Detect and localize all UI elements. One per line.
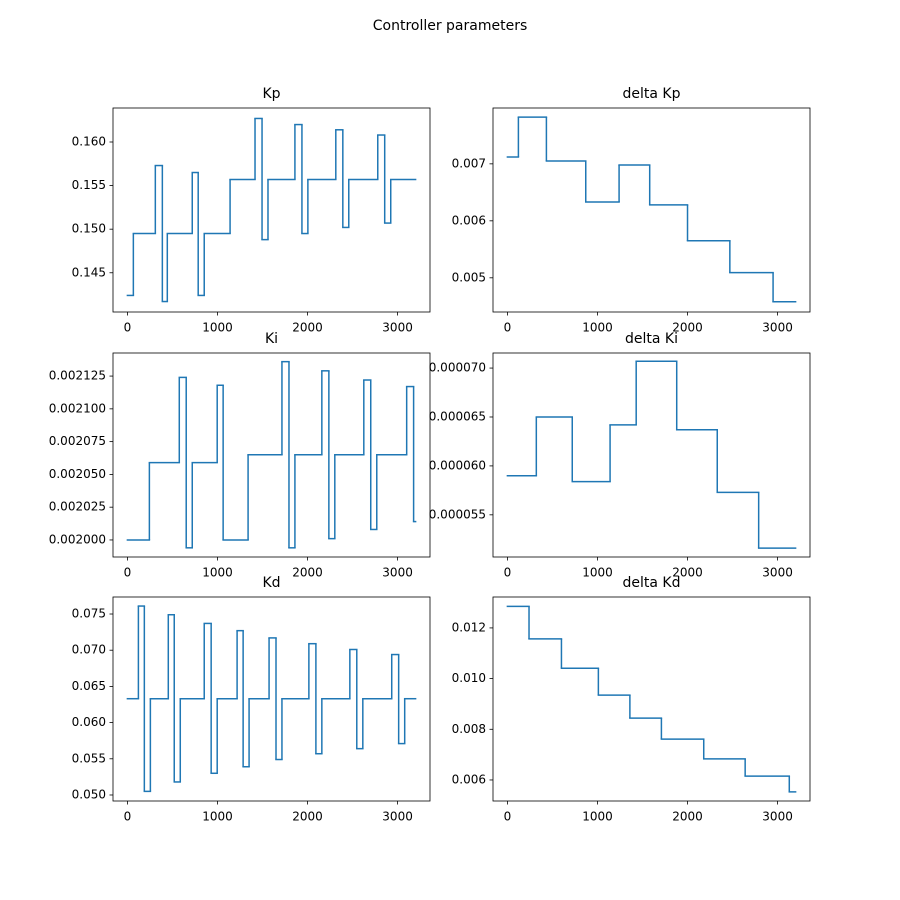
- x-tick-label: 3000: [382, 810, 413, 824]
- y-tick-label: 0.002025: [49, 500, 106, 514]
- y-tick-label: 0.000070: [429, 361, 486, 375]
- axes-frame: [492, 596, 811, 802]
- y-tick-label: 0.012: [452, 620, 486, 634]
- axes-frame: [112, 107, 431, 313]
- x-tick-label: 3000: [382, 566, 413, 580]
- y-tick-label: 0.007: [452, 156, 486, 170]
- y-tick-label: 0.155: [72, 178, 106, 192]
- y-tick-label: 0.000065: [429, 409, 486, 423]
- x-tick-label: 1000: [582, 810, 613, 824]
- axes-frame: [492, 352, 811, 558]
- x-tick-label: 1000: [202, 321, 233, 335]
- y-tick-label: 0.002000: [49, 532, 106, 546]
- y-tick-label: 0.008: [452, 722, 486, 736]
- x-tick-label: 0: [504, 321, 512, 335]
- x-tick-label: 2000: [292, 321, 323, 335]
- figure-title: Controller parameters: [373, 18, 528, 34]
- axes-frame: [112, 352, 431, 558]
- x-tick-label: 3000: [762, 810, 793, 824]
- y-tick-label: 0.000060: [429, 458, 486, 472]
- subplot-title: delta Kd: [623, 575, 681, 591]
- x-tick-label: 1000: [202, 566, 233, 580]
- x-tick-label: 1000: [582, 566, 613, 580]
- y-tick-label: 0.005: [452, 270, 486, 284]
- y-tick-label: 0.060: [72, 715, 106, 729]
- y-tick-label: 0.006: [452, 772, 486, 786]
- x-tick-label: 3000: [762, 321, 793, 335]
- x-tick-label: 0: [504, 566, 512, 580]
- y-tick-label: 0.002050: [49, 467, 106, 481]
- subplot-title: Kd: [262, 575, 280, 591]
- x-tick-label: 3000: [762, 566, 793, 580]
- x-tick-label: 1000: [582, 321, 613, 335]
- axes-frame: [112, 596, 431, 802]
- x-tick-label: 0: [124, 566, 132, 580]
- axes-frame: [492, 107, 811, 313]
- subplot-title: Kp: [262, 86, 280, 102]
- y-tick-label: 0.145: [72, 265, 106, 279]
- x-tick-label: 0: [124, 810, 132, 824]
- x-tick-label: 0: [504, 810, 512, 824]
- y-tick-label: 0.075: [72, 607, 106, 621]
- y-tick-label: 0.002100: [49, 401, 106, 415]
- x-tick-label: 2000: [292, 566, 323, 580]
- y-tick-label: 0.002125: [49, 369, 106, 383]
- y-tick-label: 0.160: [72, 135, 106, 149]
- y-tick-label: 0.055: [72, 751, 106, 765]
- x-tick-label: 2000: [292, 810, 323, 824]
- y-tick-label: 0.006: [452, 213, 486, 227]
- x-tick-label: 1000: [202, 810, 233, 824]
- x-tick-label: 2000: [672, 810, 703, 824]
- y-tick-label: 0.065: [72, 679, 106, 693]
- y-tick-label: 0.150: [72, 222, 106, 236]
- y-tick-label: 0.070: [72, 643, 106, 657]
- y-tick-label: 0.050: [72, 787, 106, 801]
- y-tick-label: 0.002075: [49, 434, 106, 448]
- x-tick-label: 2000: [672, 321, 703, 335]
- x-tick-label: 0: [124, 321, 132, 335]
- x-tick-label: 2000: [672, 566, 703, 580]
- y-tick-label: 0.000055: [429, 507, 486, 521]
- subplot-title: delta Ki: [625, 331, 678, 347]
- x-tick-label: 3000: [382, 321, 413, 335]
- y-tick-label: 0.010: [452, 671, 486, 685]
- subplot-title: delta Kp: [623, 86, 681, 102]
- subplot-title: Ki: [265, 331, 278, 347]
